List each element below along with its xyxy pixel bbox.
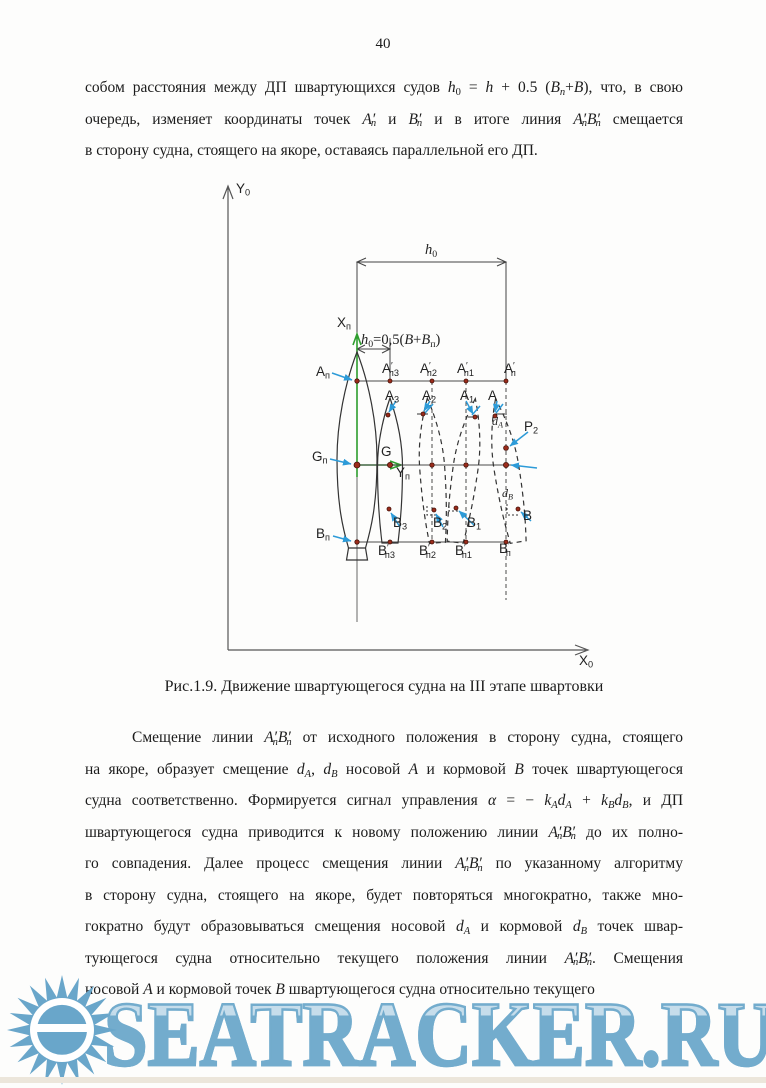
point-g xyxy=(386,461,393,468)
point-bn xyxy=(354,539,360,545)
label-bpn3: B′п3 xyxy=(378,542,395,560)
paragraph-1: собом расстояния между ДП швартующихся с… xyxy=(85,72,683,167)
page-number: 40 xyxy=(375,36,391,52)
point-markers xyxy=(353,378,521,545)
page-bottom-edge xyxy=(0,1077,766,1083)
figure-caption: Рис.1.9. Движение швартующегося судна на… xyxy=(164,678,604,695)
label-b2: B2 xyxy=(433,515,448,532)
point-gn xyxy=(353,461,361,469)
yn-axis-label: Yп xyxy=(396,465,410,482)
label-db: dB xyxy=(502,486,513,502)
paragraph-2: Смещение линии A′nB′n от исходного полож… xyxy=(85,722,683,1006)
mooring-ship-position-1 xyxy=(446,396,481,545)
dimension-lines xyxy=(355,257,508,381)
text-line: швартующегося судна приводится к новому … xyxy=(85,823,683,843)
mooring-ship-initial-position xyxy=(491,397,527,544)
label-da: dA xyxy=(492,414,503,430)
h0-formula-label: h0=0,5(B+Bп) xyxy=(361,332,441,350)
text-line: Смещение линии A′nB′n от исходного полож… xyxy=(132,729,683,748)
text-line: в сторону судна, стоящего на якоре, буде… xyxy=(85,886,683,904)
label-apn1: A′п1 xyxy=(457,360,474,378)
gn-arrow xyxy=(329,458,352,466)
point-a1 xyxy=(472,414,478,420)
label-a1: A1 xyxy=(460,388,475,405)
watermark-text: SEATRACKER.RU xyxy=(103,987,766,1082)
text-line: на якоре, образует смещение dA, dB носов… xyxy=(85,760,683,780)
text-line: тующегося судна относительно текущего по… xyxy=(85,949,684,969)
label-apn2: A′п2 xyxy=(420,360,437,378)
point-a3 xyxy=(385,412,391,418)
x-axis-label: X0 xyxy=(579,653,594,670)
h0-dimension-label: h0 xyxy=(425,242,438,260)
b1-arrow xyxy=(458,510,475,526)
point-bpn xyxy=(503,539,509,545)
b2-arrow xyxy=(435,513,444,528)
a1-arrow xyxy=(465,400,474,415)
label-bpn2: B′п2 xyxy=(419,542,436,560)
xn-axis-label: Xп xyxy=(337,315,351,332)
annotation-arrows xyxy=(329,372,538,543)
sun-dome xyxy=(37,1004,87,1024)
text-line: носовой A и кормовой точек B швартующего… xyxy=(85,974,683,1006)
g-line-arrow xyxy=(510,462,538,470)
label-a3: A3 xyxy=(385,388,400,405)
label-bpn1: B′п1 xyxy=(455,542,472,560)
mooring-ship-position-2 xyxy=(418,396,447,545)
anchored-ship-outline xyxy=(336,350,378,561)
point-an xyxy=(354,378,360,384)
label-bn: Bп xyxy=(316,526,330,543)
text-line: очередь, изменяет координаты точек A′n и… xyxy=(85,110,684,130)
a2-arrow xyxy=(423,400,432,412)
point-b3 xyxy=(386,506,392,512)
point-a2 xyxy=(420,411,426,417)
figure-axes xyxy=(222,184,590,656)
text-line: собом расстояния между ДП швартующихся с… xyxy=(85,79,684,98)
p2-arrow xyxy=(509,431,529,447)
xn-axis-green xyxy=(352,331,362,477)
label-gn: Gп xyxy=(312,449,328,466)
text-line: в сторону судна, стоящего на якоре, оста… xyxy=(85,142,538,159)
a-arrow xyxy=(492,400,500,413)
label-b3: B3 xyxy=(393,515,408,532)
label-b1: B1 xyxy=(467,515,482,532)
b-arrow xyxy=(520,511,532,522)
point-apn xyxy=(503,378,509,384)
label-a: A xyxy=(488,388,498,403)
point-b2 xyxy=(431,507,437,513)
label-p2: P2 xyxy=(524,419,539,436)
text-line: судна соответственно. Формируется сигнал… xyxy=(85,792,684,811)
point-a xyxy=(492,413,498,419)
text-line: го совпадения. Далее процесс смещения ли… xyxy=(85,855,683,874)
y-axis-arrow xyxy=(222,184,234,650)
an-arrow xyxy=(331,372,353,381)
point-b1 xyxy=(453,505,459,511)
label-bpn: B′п xyxy=(499,540,511,558)
sun-logo-icon xyxy=(7,975,117,1085)
label-apn: A′п xyxy=(504,360,516,378)
point-b xyxy=(515,506,521,512)
label-a2: A2 xyxy=(422,388,437,405)
y-axis-label: Y0 xyxy=(236,181,251,198)
a3-arrow xyxy=(388,400,397,413)
label-b: B xyxy=(523,508,533,523)
point-p2 xyxy=(503,445,509,451)
sun-lower-half xyxy=(37,1032,87,1055)
bn-arrow xyxy=(332,535,352,543)
label-an: Aп xyxy=(316,364,330,381)
text-line: гократно будут образовываться смещения н… xyxy=(85,918,683,937)
label-apn3: A′п3 xyxy=(382,360,399,378)
x-axis-arrow xyxy=(228,644,590,656)
b3-arrow xyxy=(390,512,401,528)
label-g: G xyxy=(381,444,392,459)
